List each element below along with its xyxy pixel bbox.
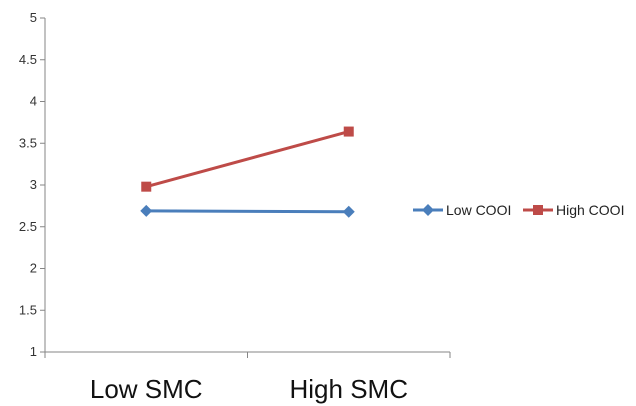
series-line-low-cooi <box>146 209 349 214</box>
legend-label: Low COOI <box>446 202 511 218</box>
x-category-label: Low SMC <box>90 374 203 404</box>
y-tick-label: 2 <box>30 261 37 276</box>
y-tick-label: 5 <box>30 10 37 25</box>
x-axis-ticks: Low SMC High SMC <box>44 352 451 404</box>
data-point <box>141 181 152 192</box>
chart-series <box>140 126 355 218</box>
x-category-label: High SMC <box>290 374 408 404</box>
chart-legend: Low COOI High COOI <box>413 202 624 218</box>
legend-marker <box>533 205 543 215</box>
y-tick-label: 3 <box>30 177 37 192</box>
y-tick-label: 4 <box>30 94 37 109</box>
chart-axes <box>44 18 450 353</box>
data-point <box>342 205 355 218</box>
legend-label: High COOI <box>556 202 624 218</box>
data-point <box>140 204 153 217</box>
y-tick-label: 1.5 <box>19 302 37 317</box>
y-tick-label: 3.5 <box>19 135 37 150</box>
y-tick-label: 4.5 <box>19 52 37 67</box>
y-axis-ticks: 1 1.5 2 2.5 3 3.5 4 4.5 5 <box>19 10 45 359</box>
y-tick-label: 2.5 <box>19 219 37 234</box>
series-line-high-cooi <box>145 130 350 189</box>
legend-marker <box>422 204 434 216</box>
y-tick-label: 1 <box>30 344 37 359</box>
data-point <box>343 126 354 137</box>
